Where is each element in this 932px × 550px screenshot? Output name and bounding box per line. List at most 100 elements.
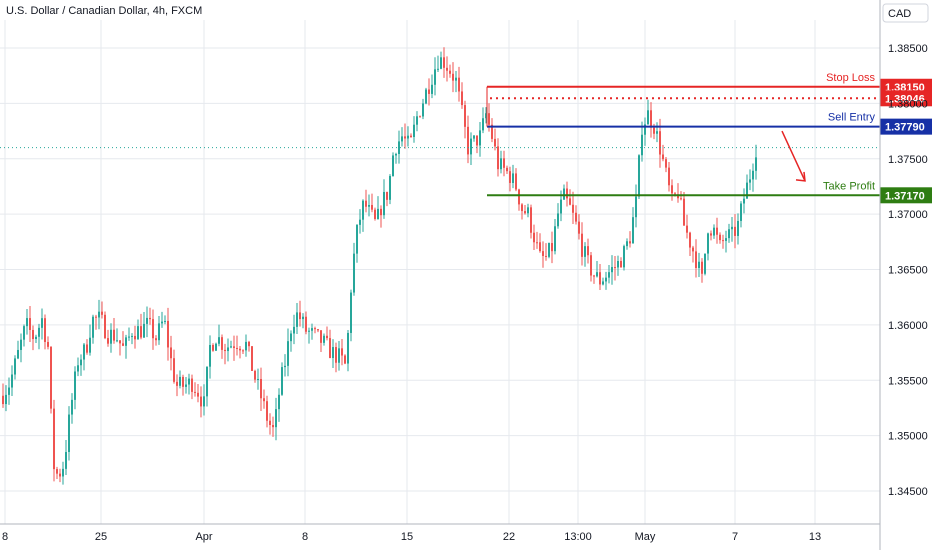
candle-body <box>515 173 517 190</box>
candle-body <box>77 365 79 372</box>
candle-body <box>44 318 46 342</box>
candle-body <box>695 251 697 268</box>
candle-body <box>74 371 76 400</box>
candle-body <box>161 321 163 324</box>
y-tick-label: 1.38500 <box>888 43 928 55</box>
candle-body <box>236 347 238 349</box>
candle-body <box>398 141 400 154</box>
candle-body <box>482 118 484 131</box>
candle-body <box>512 173 514 183</box>
candle-body <box>506 167 508 172</box>
candle-body <box>524 211 526 214</box>
candle-body <box>536 242 538 244</box>
candle-body <box>437 68 439 70</box>
candle-body <box>545 255 547 257</box>
candle-body <box>125 337 127 346</box>
x-tick-label: 22 <box>503 531 515 543</box>
candle-body <box>251 346 253 371</box>
candle-body <box>119 340 121 344</box>
candle-body <box>686 225 688 233</box>
candle-body <box>14 358 16 375</box>
candle-body <box>638 155 640 197</box>
candle-body <box>479 130 481 146</box>
candle-body <box>71 399 73 415</box>
candle-body <box>488 113 490 125</box>
candle-body <box>29 318 31 330</box>
candle-body <box>671 185 673 194</box>
candle-body <box>233 346 235 348</box>
x-tick-label: 15 <box>401 531 413 543</box>
candle-body <box>494 138 496 147</box>
candle-body <box>635 196 637 218</box>
candle-body <box>608 272 610 278</box>
candle-body <box>737 220 739 236</box>
candle-body <box>476 135 478 146</box>
candle-body <box>344 355 346 364</box>
candle-body <box>20 339 22 350</box>
level-badge <box>880 90 932 107</box>
candle-body <box>470 138 472 155</box>
candle-body <box>590 255 592 276</box>
candle-body <box>32 329 34 340</box>
candle-body <box>260 378 262 399</box>
candle-body <box>569 198 571 205</box>
candle-body <box>290 333 292 342</box>
y-tick-label: 1.38000 <box>888 98 928 110</box>
candle-body <box>320 330 322 343</box>
candle-body <box>338 348 340 363</box>
candle-body <box>629 241 631 244</box>
candle-body <box>566 188 568 199</box>
forecast-arrow-shaft <box>781 130 806 182</box>
candle-body <box>2 395 4 405</box>
candle-body <box>593 275 595 277</box>
candle-body <box>215 343 217 351</box>
candle-body <box>500 158 502 170</box>
candle-body <box>350 292 352 333</box>
candle-body <box>452 73 454 81</box>
x-tick-label: Apr <box>195 531 212 543</box>
candle-body <box>359 219 361 225</box>
candle-body <box>518 189 520 205</box>
y-tick-label: 1.37000 <box>888 209 928 221</box>
candle-body <box>458 77 460 92</box>
candle-body <box>416 116 418 125</box>
candle-body <box>602 281 604 285</box>
candle-body <box>440 57 442 69</box>
candle-body <box>710 233 712 236</box>
candle-body <box>95 316 97 318</box>
candle-body <box>98 311 100 318</box>
forecast-arrow <box>781 130 806 182</box>
candle-body <box>227 347 229 352</box>
candle-body <box>194 391 196 393</box>
candle-body <box>701 261 703 274</box>
candle-body <box>23 326 25 340</box>
candle-body <box>455 77 457 81</box>
candle-body <box>152 319 154 339</box>
x-tick-label: 25 <box>95 531 107 543</box>
candle-body <box>242 350 244 352</box>
candle-body <box>137 326 139 340</box>
candle-body <box>104 314 106 339</box>
candle-body <box>668 167 670 186</box>
candle-body <box>281 367 283 395</box>
candle-body <box>674 193 676 195</box>
y-tick-label: 1.35500 <box>888 375 928 387</box>
candle-body <box>422 103 424 117</box>
candle-body <box>56 469 58 474</box>
candle-body <box>86 344 88 353</box>
candle-body <box>272 425 274 428</box>
candle-body <box>83 344 85 360</box>
candle-body <box>413 124 415 138</box>
candle-body <box>188 378 190 385</box>
candle-body <box>587 246 589 256</box>
x-tick-label: May <box>635 531 656 543</box>
candle-body <box>485 113 487 119</box>
candle-body <box>248 341 250 347</box>
candle-body <box>641 134 643 156</box>
candle-body <box>659 131 661 155</box>
candle-body <box>530 207 532 233</box>
candle-body <box>725 238 727 241</box>
candle-body <box>68 414 70 453</box>
candle-body <box>749 179 751 183</box>
